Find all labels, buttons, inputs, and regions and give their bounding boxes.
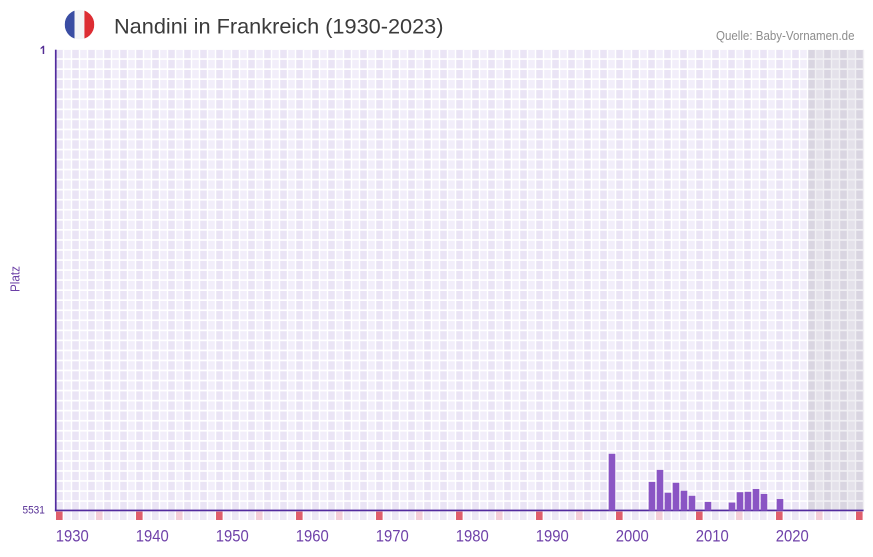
svg-text:1930: 1930 xyxy=(56,527,89,545)
svg-text:2000: 2000 xyxy=(616,527,649,545)
svg-text:1940: 1940 xyxy=(136,527,169,545)
svg-text:2010: 2010 xyxy=(696,527,729,545)
svg-text:2020: 2020 xyxy=(776,527,809,545)
svg-text:1960: 1960 xyxy=(296,527,329,545)
svg-text:1990: 1990 xyxy=(536,527,569,545)
svg-text:5531: 5531 xyxy=(23,505,45,517)
svg-text:1950: 1950 xyxy=(216,527,249,545)
svg-text:Nandini in Frankreich (1930-20: Nandini in Frankreich (1930-2023) xyxy=(114,13,444,38)
svg-text:1970: 1970 xyxy=(376,527,409,545)
svg-text:1980: 1980 xyxy=(456,527,489,545)
svg-text:Quelle: Baby-Vornamen.de: Quelle: Baby-Vornamen.de xyxy=(716,28,855,43)
svg-text:Platz: Platz xyxy=(8,266,22,292)
